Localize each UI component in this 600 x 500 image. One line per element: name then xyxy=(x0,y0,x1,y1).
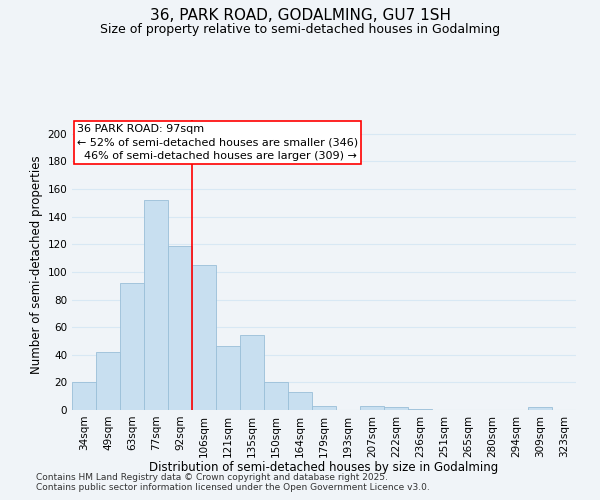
Bar xyxy=(360,406,384,410)
Bar xyxy=(120,283,144,410)
Bar xyxy=(96,352,120,410)
Text: Contains HM Land Registry data © Crown copyright and database right 2025.
Contai: Contains HM Land Registry data © Crown c… xyxy=(36,473,430,492)
Text: Size of property relative to semi-detached houses in Godalming: Size of property relative to semi-detach… xyxy=(100,22,500,36)
Text: 36 PARK ROAD: 97sqm
← 52% of semi-detached houses are smaller (346)
  46% of sem: 36 PARK ROAD: 97sqm ← 52% of semi-detach… xyxy=(77,124,358,161)
Y-axis label: Number of semi-detached properties: Number of semi-detached properties xyxy=(30,156,43,374)
Bar xyxy=(240,336,264,410)
Bar xyxy=(288,392,312,410)
Bar xyxy=(192,265,216,410)
Text: 36, PARK ROAD, GODALMING, GU7 1SH: 36, PARK ROAD, GODALMING, GU7 1SH xyxy=(149,8,451,22)
Bar xyxy=(384,407,408,410)
Bar xyxy=(144,200,168,410)
Bar xyxy=(264,382,288,410)
Bar xyxy=(312,406,336,410)
Bar xyxy=(72,382,96,410)
Bar xyxy=(216,346,240,410)
X-axis label: Distribution of semi-detached houses by size in Godalming: Distribution of semi-detached houses by … xyxy=(149,461,499,474)
Bar xyxy=(168,246,192,410)
Bar xyxy=(408,408,432,410)
Bar xyxy=(528,407,552,410)
